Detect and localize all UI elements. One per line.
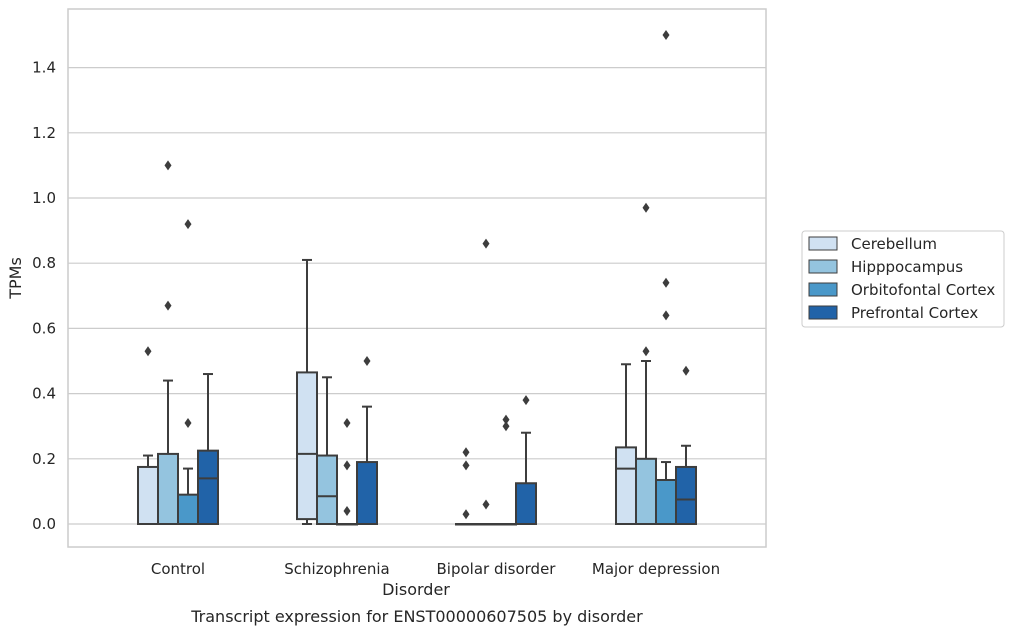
box-iqr	[515, 482, 537, 525]
box-iqr	[655, 478, 677, 525]
box-2-1	[336, 417, 358, 526]
legend-label: Orbitofontal Cortex	[851, 281, 995, 299]
legend-swatch	[808, 259, 838, 274]
outlier-point	[522, 395, 530, 406]
outlier-point	[662, 277, 670, 288]
outlier-point	[502, 414, 510, 425]
y-tick-label: 0.6	[32, 319, 56, 337]
legend-frame	[801, 230, 1005, 328]
box-2-3	[655, 30, 677, 525]
box-iqr	[296, 371, 318, 521]
legend-swatch	[808, 305, 838, 320]
outlier-point	[462, 509, 470, 520]
outlier-point	[482, 238, 490, 249]
box-2-2	[495, 414, 517, 526]
box-1-0	[157, 160, 179, 525]
legend-label: Hipppocampus	[851, 258, 963, 276]
box-1-3	[635, 202, 657, 525]
outlier-point	[642, 346, 650, 357]
outlier-point	[662, 310, 670, 321]
outlier-point	[682, 365, 690, 376]
outlier-point	[144, 346, 152, 357]
outlier-point	[164, 160, 172, 171]
x-tick-label: Schizophrenia	[284, 560, 389, 578]
x-tick-label: Bipolar disorder	[437, 560, 557, 578]
box-iqr	[137, 465, 159, 526]
chart-caption: Transcript expression for ENST0000060750…	[190, 607, 643, 626]
series-3	[197, 356, 697, 526]
box-0-2	[455, 447, 477, 526]
outlier-point	[502, 421, 510, 432]
x-axis-label: Disorder	[382, 580, 450, 599]
box-0-1	[296, 258, 318, 525]
outlier-point	[184, 417, 192, 428]
y-tick-label: 1.0	[32, 189, 56, 207]
grid-lines	[68, 66, 766, 525]
legend-label: Cerebellum	[851, 235, 937, 253]
series-1	[157, 160, 657, 526]
y-tick-label: 1.2	[32, 124, 56, 142]
box-groups	[137, 30, 697, 526]
outlier-point	[343, 505, 351, 516]
x-tick-label: Control	[151, 560, 205, 578]
y-tick-label: 1.4	[32, 59, 56, 77]
box-iqr	[197, 449, 219, 525]
y-tick-labels: 0.0 0.2 0.4 0.6 0.8 1.0 1.2 1.4	[32, 59, 56, 533]
y-axis-label: TPMs	[6, 257, 25, 300]
box-3-1	[356, 356, 378, 525]
y-tick-label: 0.4	[32, 385, 56, 403]
box-0-3	[615, 363, 637, 526]
legend: Cerebellum Hipppocampus Orbitofontal Corte…	[801, 230, 1005, 328]
outlier-point	[482, 499, 490, 510]
plot-frame	[67, 8, 767, 548]
legend-swatch	[808, 236, 838, 251]
outlier-point	[662, 30, 670, 40]
box-iqr	[157, 452, 179, 525]
box-iqr	[615, 446, 637, 526]
outlier-point	[184, 219, 192, 230]
outlier-point	[642, 202, 650, 213]
box-iqr	[635, 457, 657, 525]
y-tick-label: 0.0	[32, 515, 56, 533]
box-1-2	[475, 238, 497, 526]
box-3-2	[515, 395, 537, 525]
x-tick-labels: Control Schizophrenia Bipolar disorder Majo…	[151, 560, 720, 578]
box-2-0	[177, 219, 199, 526]
box-iqr	[356, 461, 378, 525]
outlier-point	[363, 356, 371, 366]
series-2	[177, 30, 677, 526]
outlier-point	[462, 460, 470, 471]
box-1-1	[316, 376, 338, 526]
y-tick-label: 0.8	[32, 254, 56, 272]
outlier-point	[343, 460, 351, 471]
x-tick-label: Major depression	[592, 560, 720, 578]
box-3-0	[197, 373, 219, 525]
outlier-point	[462, 447, 470, 458]
box-3-3	[675, 365, 697, 526]
box-iqr	[675, 465, 697, 526]
legend-label: Prefrontal Cortex	[851, 304, 978, 322]
y-tick-label: 0.2	[32, 450, 56, 468]
outlier-point	[343, 417, 351, 428]
outlier-point	[164, 300, 172, 311]
box-iqr	[316, 454, 338, 526]
box-0-0	[137, 346, 159, 526]
legend-swatch	[808, 282, 838, 297]
box-iqr	[177, 493, 199, 526]
